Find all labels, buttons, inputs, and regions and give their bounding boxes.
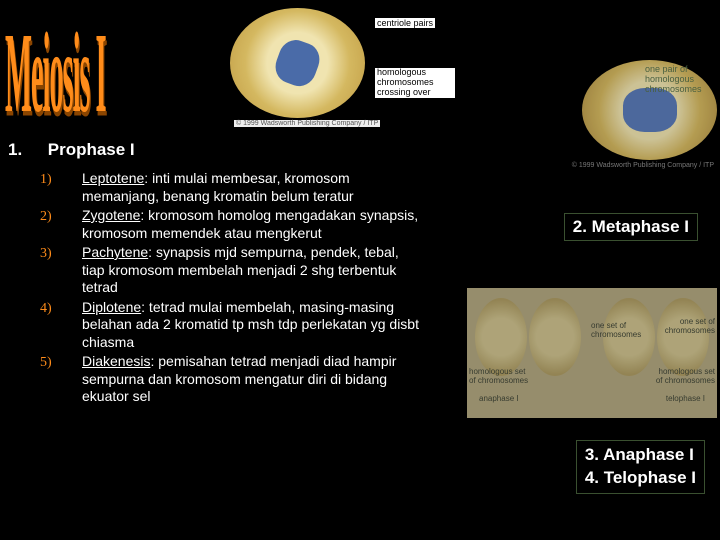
label-homologous-crossing: homologous chromosomes crossing over [375,68,455,98]
stage-text: Diplotene: tetrad mulai membelah, masing… [82,299,420,352]
label-one-set-2: one set of chromosomes [660,318,715,336]
label-centriole-pairs: centriole pairs [375,18,435,28]
label-homolog-set-2: homologous set of chromosomes [655,368,715,386]
stage-text: Diakenesis: pemisahan tetrad menjadi dia… [82,353,420,406]
list-item: 2) Zygotene: kromosom homolog mengadakan… [40,207,420,242]
heading-number: 1. [8,140,43,160]
diagram-caption-2: © 1999 Wadsworth Publishing Company / IT… [572,162,714,169]
heading-anaphase-1: 3. Anaphase I [585,444,696,467]
anaphase-cell-left [475,298,527,376]
stage-number: 2) [40,207,82,242]
anaphase-cell-right [529,298,581,376]
heading-telophase-1: 4. Telophase I [585,467,696,490]
list-item: 1) Leptotene: inti mulai membesar, kromo… [40,170,420,205]
list-item: 3) Pachytene: synapsis mjd sempurna, pen… [40,244,420,297]
prophase-cell-diagram [230,8,365,118]
stage-number: 1) [40,170,82,205]
label-one-pair: one pair of homologous chromosomes [645,65,715,95]
label-one-set-1: one set of chromosomes [591,322,646,340]
stage-number: 4) [40,299,82,352]
heading-anaphase-telophase: 3. Anaphase I 4. Telophase I [576,440,705,494]
stage-name: Zygotene [82,207,140,223]
stage-number: 5) [40,353,82,406]
stage-name: Diakenesis [82,353,150,369]
prophase-stages-list: 1) Leptotene: inti mulai membesar, kromo… [40,170,420,408]
stage-name: Pachytene [82,244,148,260]
stage-number: 3) [40,244,82,297]
stage-text: Zygotene: kromosom homolog mengadakan sy… [82,207,420,242]
stage-name: Diplotene [82,299,141,315]
page-title: Meiosis I [5,10,106,140]
stage-name: Leptotene [82,170,144,186]
diagram-caption-1: © 1999 Wadsworth Publishing Company / IT… [234,120,380,127]
stage-text: Leptotene: inti mulai membesar, kromosom… [82,170,420,205]
telophase-cell-right [657,298,709,376]
heading-metaphase-1: 2. Metaphase I [564,213,698,241]
label-anaphase: anaphase I [479,395,519,404]
label-telophase: telophase I [666,395,705,404]
stage-text: Pachytene: synapsis mjd sempurna, pendek… [82,244,420,297]
heading-text: Prophase I [48,140,135,159]
heading-prophase-1: 1. Prophase I [8,140,135,160]
anaphase-telophase-diagram: one set of chromosomes homologous set of… [467,288,717,418]
list-item: 5) Diakenesis: pemisahan tetrad menjadi … [40,353,420,406]
list-item: 4) Diplotene: tetrad mulai membelah, mas… [40,299,420,352]
label-homolog-set-1: homologous set of chromosomes [469,368,529,386]
